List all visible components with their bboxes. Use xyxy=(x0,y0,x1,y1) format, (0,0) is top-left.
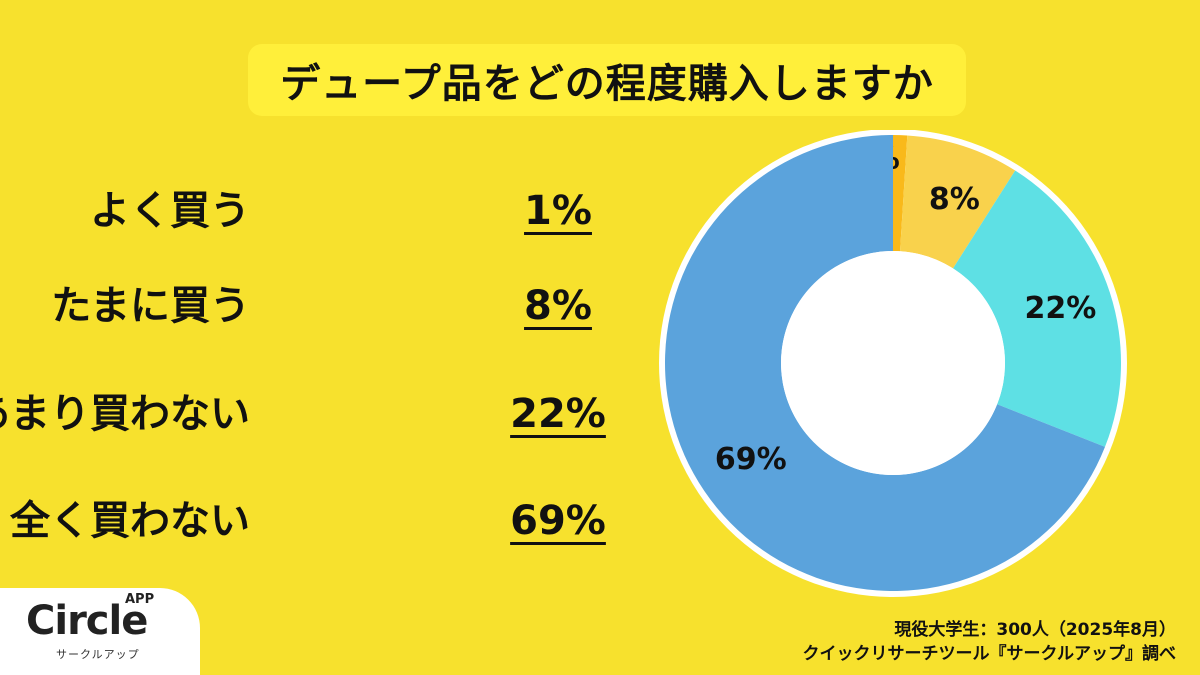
pie-slice xyxy=(900,135,1016,269)
category-label: あまり買わない xyxy=(0,391,250,437)
legend-row: たまに買う 8% xyxy=(0,271,650,341)
source-line-2: クイックリサーチツール『サークルアップ』調べ xyxy=(802,644,1177,664)
slice-label: 22% xyxy=(1024,291,1096,326)
pie-slice xyxy=(953,170,1121,447)
slice-label: 69% xyxy=(715,442,787,477)
category-value: 69% xyxy=(510,498,606,544)
category-value: 8% xyxy=(524,283,592,329)
category-label: たまに買う xyxy=(51,283,250,329)
pie-slice xyxy=(665,135,1105,591)
logo-wordmark: Circle xyxy=(26,598,148,644)
pie-slice xyxy=(893,135,908,252)
category-label: よく買う xyxy=(90,188,250,234)
chart-title: デュープ品をどの程度購入しますか xyxy=(280,61,934,107)
legend-row: あまり買わない 22% xyxy=(0,379,650,449)
donut-hole xyxy=(781,251,1005,475)
logo-subtitle: サークルアップ xyxy=(56,648,140,661)
category-label: 全く買わない xyxy=(10,498,250,544)
donut-chart: 1%8%22%69% xyxy=(659,130,1127,597)
logo: Circle APP サークルアップ xyxy=(0,588,200,675)
category-value: 22% xyxy=(510,391,606,437)
category-value: 1% xyxy=(524,188,592,234)
source-note: 現役大学生：300人（2025年8月） クイックリサーチツール『サークルアップ』… xyxy=(803,618,1177,666)
slice-label: 8% xyxy=(929,182,980,217)
legend-row: よく買う 1% xyxy=(0,176,650,246)
legend-row: 全く買わない 69% xyxy=(0,486,650,556)
source-line-1: 現役大学生：300人（2025年8月） xyxy=(894,620,1176,640)
logo-app-tag: APP xyxy=(125,592,155,607)
title-box: デュープ品をどの程度購入しますか xyxy=(248,44,966,116)
